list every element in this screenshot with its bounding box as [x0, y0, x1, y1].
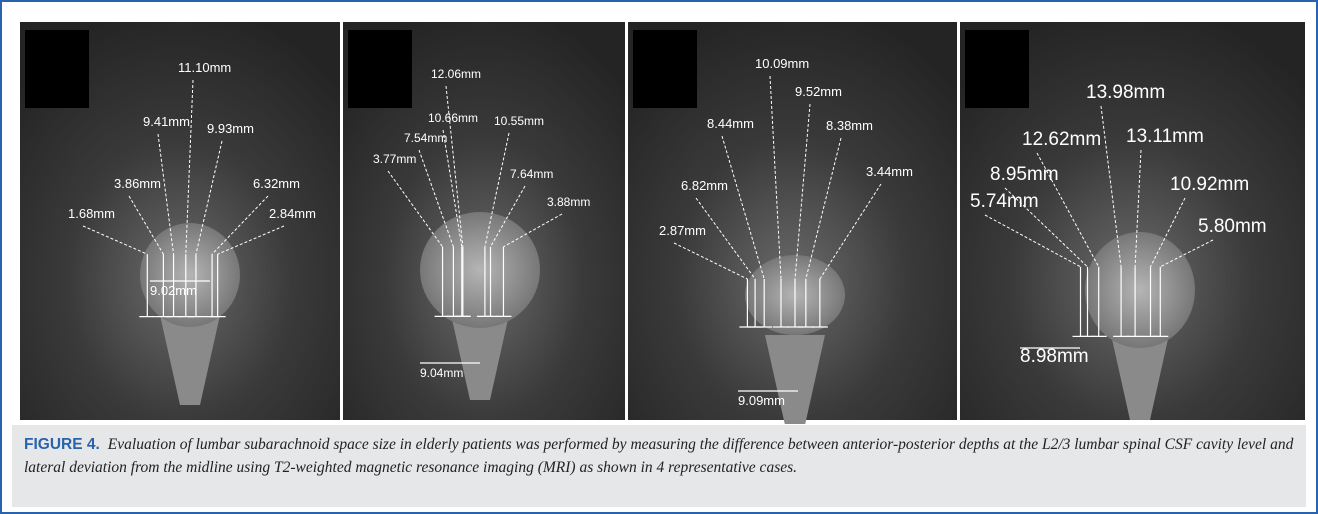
measurement-label: 12.06mm: [431, 67, 481, 81]
measurement-label: 7.64mm: [510, 167, 553, 181]
measurement-label: 10.66mm: [428, 111, 478, 125]
redaction-box: [25, 30, 89, 108]
csf-sac: [420, 212, 540, 328]
page: {"figure": { "panels": [ {"labels": ["11…: [0, 0, 1318, 514]
measurement-label: 9.41mm: [143, 114, 190, 129]
measurement-label: 9.09mm: [738, 393, 785, 408]
csf-sac: [140, 223, 240, 327]
measurement-label: 3.86mm: [114, 176, 161, 191]
caption-text: Evaluation of lumbar subarachnoid space …: [24, 436, 1293, 476]
measurement-label: 9.52mm: [795, 84, 842, 99]
measurement-label: 7.54mm: [404, 131, 447, 145]
measurement-label: 5.80mm: [1198, 216, 1267, 237]
measurement-label: 6.32mm: [253, 176, 300, 191]
redaction-box: [965, 30, 1029, 108]
measurement-label: 8.98mm: [1020, 346, 1089, 367]
measurement-label: 10.09mm: [755, 56, 809, 71]
measurement-label: 10.55mm: [494, 114, 544, 128]
measurement-label: 9.93mm: [207, 121, 254, 136]
measurement-label: 2.87mm: [659, 223, 706, 238]
redaction-box: [348, 30, 412, 108]
redaction-box: [633, 30, 697, 108]
measurement-label: 3.77mm: [373, 152, 416, 166]
measurement-label: 13.11mm: [1126, 126, 1204, 147]
measurement-label: 3.88mm: [547, 195, 590, 209]
measurement-label: 8.38mm: [826, 118, 873, 133]
measurement-label: 9.04mm: [420, 366, 463, 380]
measurement-label: 5.74mm: [970, 191, 1039, 212]
measurement-label: 3.44mm: [866, 164, 913, 179]
measurement-label: 1.68mm: [68, 206, 115, 221]
measurement-label: 6.82mm: [681, 178, 728, 193]
measurement-label: 12.62mm: [1022, 129, 1101, 150]
measurement-label: 11.10mm: [178, 60, 231, 75]
caption-label: FIGURE 4.: [24, 436, 100, 453]
measurement-label: 8.44mm: [707, 116, 754, 131]
measurement-label: 2.84mm: [269, 206, 316, 221]
figure-panels: 11.10mm 9.41mm 9.93mm 3.86mm 6.32mm 1.68mm 2.8…: [0, 0, 1318, 424]
csf-sac: [1085, 232, 1195, 348]
measurement-label: 13.98mm: [1086, 82, 1165, 103]
measurement-label: 8.95mm: [990, 164, 1059, 185]
measurement-label: 10.92mm: [1170, 174, 1249, 195]
caption: FIGURE 4.Evaluation of lumbar subarachno…: [12, 425, 1306, 507]
measurement-label: 9.02mm: [150, 283, 197, 298]
